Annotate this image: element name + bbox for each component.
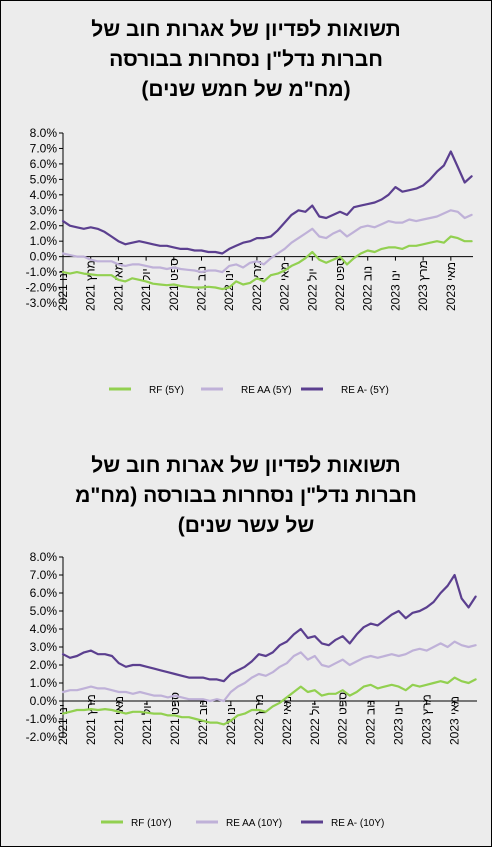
x-tick-label: יול 2021 [139,268,153,311]
x-tick-label: מאי 2021 [112,696,126,745]
x-tick-label: ינו 2022 [224,704,238,745]
y-tick-label: 7.0% [30,141,58,155]
legend-label: RE A- (5Y) [341,385,389,396]
y-tick-label: -1.0% [26,712,58,726]
y-tick-label: 5.0% [30,172,58,186]
x-tick-label: מאי 2022 [278,262,292,311]
x-tick-label: ספט 2022 [333,258,347,311]
y-tick-label: 8.0% [30,550,58,564]
legend-label: RF (5Y) [149,385,184,396]
y-tick-label: 3.0% [30,203,58,217]
x-tick-label: יול 2022 [308,702,322,745]
y-tick-label: 2.0% [30,658,58,672]
x-tick-label: ינו 2021 [56,704,70,745]
chart-title-line: (מח"מ של חמש שנים) [141,78,351,101]
legend-label: RE AA (5Y) [241,385,292,396]
y-tick-label: 0.0% [30,694,58,708]
series-line [61,640,477,703]
chart-title: תשואות לפדיון של אגרות חוב של חברות נדל"… [1,451,491,541]
line-chart-10y: 8.0% 7.0% 6.0% 5.0% 4.0% 3.0% 2.0% 1.0% 0.0% -1.0… [26,550,477,829]
y-tick-label: 6.0% [30,586,58,600]
series-line [61,150,473,255]
x-tick-label: ינו 2023 [392,704,406,745]
x-tick-label: ספט 2022 [336,692,350,745]
chart-title-line: חברות נדל"ן נסחרות בבורסה (מח"מ [75,484,417,507]
x-tick-label: ינו 2022 [222,270,236,311]
x-tick-label: מאי 2023 [444,262,458,311]
x-tick-label: מרץ 2023 [416,260,430,311]
y-tick-label: 0.0% [30,250,58,264]
y-tick-label: -2.0% [26,281,58,295]
x-tick-label: מרץ 2022 [252,694,266,745]
chart-title-line: של עשר שנים) [177,514,315,537]
x-tick-label: יול 2022 [305,268,319,311]
x-tick-label: מאי 2023 [448,696,462,745]
y-tick-label: 6.0% [30,157,58,171]
x-tick-label: מאי 2022 [280,696,294,745]
x-tick-label: ינו 2023 [388,270,402,311]
legend-label: RF (10Y) [131,818,172,829]
x-tick-label: נוב 2022 [361,266,375,311]
series-line [61,235,473,291]
series-line [61,209,473,274]
y-tick-label: -3.0% [26,296,58,310]
x-tick-label: מרץ 2022 [250,260,264,311]
chart-panel-5y: תשואות לפדיון של אגרות חוב של חברות נדל"… [1,1,491,421]
line-chart-5y: 8.0%7.0% 6.0%5.0% 4.0%3.0% 2.0%1.0% 0.0%-1.0… [26,126,473,396]
series-line [61,676,477,726]
y-tick-label: 3.0% [30,640,58,654]
x-tick-label: יול 2021 [140,702,154,745]
legend-label: RE AA (10Y) [226,818,282,829]
y-tick-label: 2.0% [30,219,58,233]
y-tick-label: -1.0% [26,265,58,279]
y-tick-label: 1.0% [30,676,58,690]
y-tick-label: 5.0% [30,604,58,618]
x-tick-label: ספט 2021 [168,692,182,745]
x-tick-label: מרץ 2023 [420,694,434,745]
x-tick-label: ינו 2021 [56,270,70,311]
x-tick-label: מאי 2021 [111,262,125,311]
x-tick-label: מרץ 2021 [84,694,98,745]
chart-title-line: תשואות לפדיון של אגרות חוב של [91,18,401,41]
y-tick-label: 1.0% [30,234,58,248]
y-tick-label: 7.0% [30,568,58,582]
series-line [61,573,477,683]
legend-label: RE A- (10Y) [331,818,384,829]
x-tick-label: מרץ 2021 [84,260,98,311]
y-tick-label: -2.0% [26,730,58,744]
y-tick-label: 4.0% [30,188,58,202]
chart-title-line: תשואות לפדיון של אגרות חוב של [91,454,401,477]
x-tick-label: נוב 2021 [196,700,210,745]
y-tick-label: 4.0% [30,622,58,636]
chart-title-line: חברות נדל"ן נסחרות בבורסה [109,48,383,71]
y-tick-label: 8.0% [30,126,58,140]
chart-panel-10y: תשואות לפדיון של אגרות חוב של חברות נדל"… [1,421,491,846]
chart-title: תשואות לפדיון של אגרות חוב של חברות נדל"… [1,15,491,105]
x-tick-label: נוב 2022 [364,700,378,745]
